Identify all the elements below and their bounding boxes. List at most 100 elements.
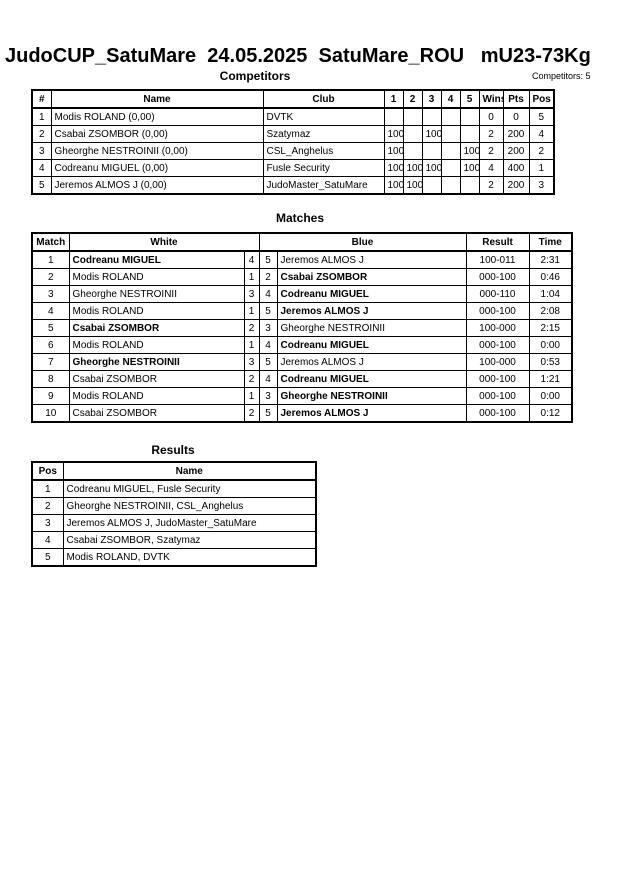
cell: 000-110: [465, 285, 530, 303]
results-table: Pos Name 1 Codreanu MIGUEL, Fusle Security 2…: [31, 461, 317, 567]
cell: 100: [459, 159, 480, 177]
cell: [402, 125, 423, 143]
cell: 1: [243, 302, 260, 320]
cell: 3: [31, 285, 70, 303]
cell: 100-000: [465, 353, 530, 371]
cell: Szatymaz: [262, 125, 385, 143]
cell: 2: [31, 268, 70, 286]
cell: 1: [243, 336, 260, 354]
cell: 2: [243, 370, 260, 388]
cell: DVTK: [262, 107, 385, 126]
column-header: Pos: [31, 461, 64, 481]
cell: 8: [31, 370, 70, 388]
row: 3 Gheorghe NESTROINII (0,00) CSL_Anghelus 1…: [31, 142, 555, 160]
row: 6 Modis ROLAND 1 4 Codreanu MIGUEL 000-100 0:0…: [31, 336, 573, 354]
cell: [459, 107, 480, 126]
cell: 2:08: [528, 302, 573, 320]
cell: 5: [528, 107, 555, 126]
cell: 3: [243, 353, 260, 371]
cell: 100: [383, 142, 404, 160]
cell: 1: [243, 387, 260, 405]
cell: 4: [31, 159, 52, 177]
cell: 2: [528, 142, 555, 160]
cell: 0:46: [528, 268, 573, 286]
cell: 2:15: [528, 319, 573, 337]
cell: 2:31: [528, 250, 573, 269]
cell: Gheorghe NESTROINII: [68, 353, 245, 371]
cell: 2: [243, 404, 260, 423]
cell: Codreanu MIGUEL: [276, 285, 467, 303]
cell: 1: [31, 107, 52, 126]
cell: [440, 176, 461, 195]
cell: 400: [502, 159, 530, 177]
cell: Gheorghe NESTROINII, CSL_Anghelus: [62, 497, 317, 515]
row: 5 Jeremos ALMOS J (0,00) JudoMaster_SatuMa…: [31, 176, 555, 195]
cell: Codreanu MIGUEL: [276, 370, 467, 388]
cell: 5: [31, 176, 52, 195]
cell: 100-011: [465, 250, 530, 269]
cell: Codreanu MIGUEL: [276, 336, 467, 354]
cell: CSL_Anghelus: [262, 142, 385, 160]
cell: Gheorghe NESTROINII: [68, 285, 245, 303]
cell: Jeremos ALMOS J: [276, 353, 467, 371]
cell: Modis ROLAND: [68, 302, 245, 320]
cell: 000-100: [465, 302, 530, 320]
column-header: Time: [528, 232, 573, 252]
subtitle: Competitors: [219, 69, 291, 83]
cell: Gheorghe NESTROINII (0,00): [50, 142, 264, 160]
cell: [421, 107, 442, 126]
cell: 10: [31, 404, 70, 423]
matches-title: Matches: [275, 211, 325, 225]
column-header: Pts: [502, 89, 530, 109]
cell: 4: [31, 531, 64, 549]
cell: Fusle Security: [262, 159, 385, 177]
competitor-count: Competitors: 5: [532, 71, 591, 81]
row: 2 Csabai ZSOMBOR (0,00) Szatymaz 100 100 2 200…: [31, 125, 555, 143]
cell: 0:00: [528, 336, 573, 354]
cell: 1: [31, 479, 64, 498]
cell: 1: [528, 159, 555, 177]
cell: 3: [258, 387, 278, 405]
column-header: Club: [262, 89, 385, 109]
cell: 100: [402, 176, 423, 195]
cell: 0: [478, 107, 504, 126]
cell: 5: [31, 319, 70, 337]
cell: 3: [31, 142, 52, 160]
cell: 4: [258, 285, 278, 303]
cell: 4: [478, 159, 504, 177]
cell: 4: [258, 370, 278, 388]
cell: 000-100: [465, 336, 530, 354]
column-header: 1: [383, 89, 404, 109]
cell: 000-100: [465, 370, 530, 388]
cell: 0:12: [528, 404, 573, 423]
cell: Jeremos ALMOS J: [276, 250, 467, 269]
cell: 7: [31, 353, 70, 371]
results-title: Results: [151, 443, 195, 457]
results-wrap: Pos Name 1 Codreanu MIGUEL, Fusle Security 2…: [31, 461, 317, 567]
cell: 1: [31, 250, 70, 269]
cell: Jeremos ALMOS J: [276, 404, 467, 423]
cell: Csabai ZSOMBOR: [68, 404, 245, 423]
row: 8 Csabai ZSOMBOR 2 4 Codreanu MIGUEL 000-100 1…: [31, 370, 573, 388]
cell: Modis ROLAND (0,00): [50, 107, 264, 126]
column-header: Pos: [528, 89, 555, 109]
row: 3 Jeremos ALMOS J, JudoMaster_SatuMare: [31, 514, 317, 532]
title: JudoCUP_SatuMare 24.05.2025 SatuMare_ROU…: [5, 45, 591, 67]
cell: [459, 176, 480, 195]
cell: Jeremos ALMOS J, JudoMaster_SatuMare: [62, 514, 317, 532]
competitors-wrap: #NameClub12345WinsPtsPos1Modis ROLAND (0…: [31, 89, 555, 195]
column-header: Name: [50, 89, 264, 109]
column-header: 5: [459, 89, 480, 109]
cell: [421, 142, 442, 160]
matches-wrap: Match White Blue Result Time 1 Codreanu MIGUEL…: [31, 232, 574, 423]
header-row: Match White Blue Result Time: [31, 232, 573, 252]
cell: 4: [31, 302, 70, 320]
cell: Gheorghe NESTROINII: [276, 387, 467, 405]
column-header: 4: [440, 89, 461, 109]
cell: Csabai ZSOMBOR: [276, 268, 467, 286]
column-header: Match: [31, 232, 70, 252]
cell: Csabai ZSOMBOR, Szatymaz: [62, 531, 317, 549]
cell: 4: [243, 250, 260, 269]
column-header: 3: [421, 89, 442, 109]
cell: 2: [31, 125, 52, 143]
